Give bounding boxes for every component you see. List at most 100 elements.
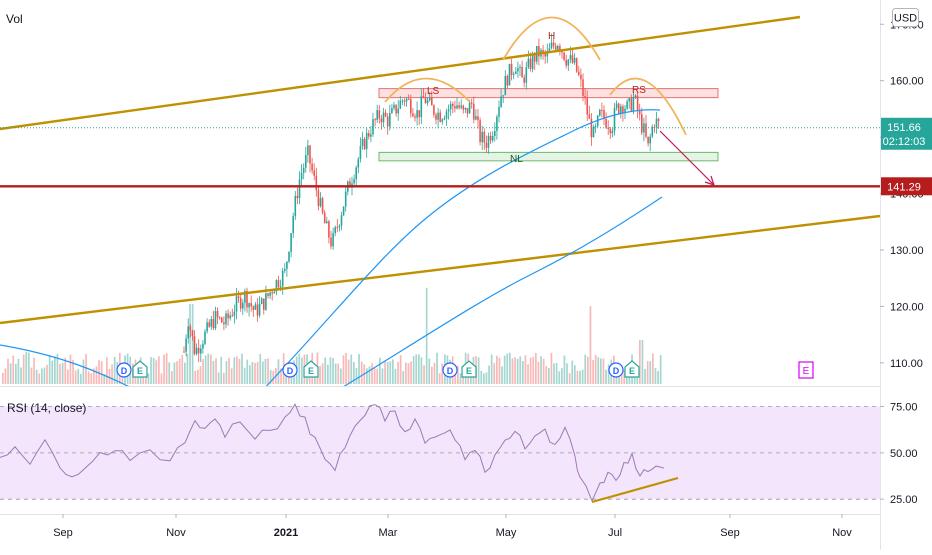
volume-bar (376, 368, 379, 384)
candle-body (452, 103, 454, 107)
candle-body (533, 54, 536, 62)
time-tick-label: May (496, 527, 517, 539)
candle-body (193, 336, 196, 354)
volume-bar (165, 353, 168, 384)
candle-body (489, 135, 492, 141)
volume-bar (524, 355, 527, 384)
volume-bar (597, 357, 600, 384)
volume-bar (121, 373, 124, 384)
candle-body (470, 102, 473, 104)
volume-bar (280, 368, 282, 384)
candle-body (384, 112, 387, 117)
volume-bar (366, 368, 368, 384)
candle-body (508, 63, 511, 86)
candle-body (286, 261, 288, 269)
candle-body (231, 315, 234, 317)
volume-bar (519, 356, 522, 384)
event-marker-letter: D (613, 366, 620, 376)
volume-bar (545, 366, 548, 384)
candle-body (586, 98, 588, 115)
volume-bar (262, 361, 264, 384)
volume-bar (87, 371, 90, 384)
candle-body (481, 131, 483, 143)
rsi-line (0, 403, 665, 503)
candle-body (248, 303, 250, 308)
volume-bar (584, 354, 587, 384)
candle-body (439, 112, 441, 122)
volume-bar (493, 363, 496, 384)
future-earnings-box (798, 361, 814, 379)
currency-badge[interactable]: USD (892, 8, 919, 27)
candle-body (525, 66, 528, 83)
volume-bar (43, 367, 46, 384)
volume-bar (358, 354, 360, 384)
volume-bar (563, 355, 566, 384)
volume-bar (67, 369, 69, 384)
volume-bar (106, 357, 108, 384)
right-shoulder-arc (609, 77, 687, 136)
volume-bar (191, 304, 194, 384)
candle-body (296, 195, 299, 199)
candle-body (607, 127, 609, 129)
volume-bar (308, 372, 311, 384)
candle-body (246, 290, 248, 308)
volume-bar (194, 370, 197, 384)
event-marker-letter: D (121, 366, 128, 376)
candle-body (542, 49, 544, 53)
candle-body (353, 179, 355, 184)
volume-bar (371, 363, 373, 384)
candle-body (433, 105, 435, 115)
candle-body (307, 145, 309, 156)
volume-bar (48, 354, 51, 384)
volume-bar (178, 358, 181, 384)
candle-body (617, 103, 620, 114)
time-tick-label: Nov (166, 527, 186, 539)
volume-bar (332, 358, 334, 384)
candle-body (523, 77, 525, 83)
earnings-marker-shape (303, 360, 319, 378)
volume-bar (389, 361, 392, 384)
price-axis: 110.00120.00130.00140.00150.00160.00170.… (880, 19, 932, 370)
volume-bar (506, 353, 509, 384)
price-tick-label: 130.00 (890, 245, 924, 257)
volume-bar (522, 360, 524, 384)
volume-bar (561, 368, 563, 384)
volume-bar (587, 356, 589, 384)
rsi-title: RSI (14, close) (7, 401, 86, 415)
candle-body (412, 113, 414, 117)
candle-body (204, 331, 206, 344)
candle-body (422, 96, 425, 99)
candle-body (403, 100, 406, 102)
volume-bar (462, 371, 464, 384)
volume-bar (267, 358, 269, 384)
candle-body (494, 131, 496, 136)
time-tick-label: 2021 (274, 527, 298, 539)
time-axis: Sep Nov 2021 Mar May Jul Sep Nov (53, 514, 852, 539)
volume-bar (496, 355, 498, 384)
candle-body (638, 110, 641, 115)
candle-body (256, 304, 259, 316)
candle-body (277, 280, 280, 287)
candle-body (319, 198, 322, 207)
candle-body (563, 52, 565, 60)
candle-body (630, 98, 633, 111)
volume-bar (215, 358, 217, 384)
volume-bar (277, 359, 280, 384)
candle-body (517, 67, 519, 72)
candle-body (216, 311, 219, 318)
volume-bar (168, 362, 171, 384)
candle-body (498, 107, 500, 117)
volume-bar (605, 369, 607, 384)
candle-body (183, 351, 185, 353)
volume-bar (15, 363, 17, 384)
candle-body (466, 107, 469, 114)
left-shoulder-arc (384, 77, 471, 103)
candle-body (554, 45, 557, 50)
volume-bar (243, 367, 246, 384)
volume-bar (428, 358, 431, 384)
time-tick-label: Jul (608, 527, 622, 539)
candle-body (326, 221, 328, 224)
candle-body (647, 136, 649, 144)
